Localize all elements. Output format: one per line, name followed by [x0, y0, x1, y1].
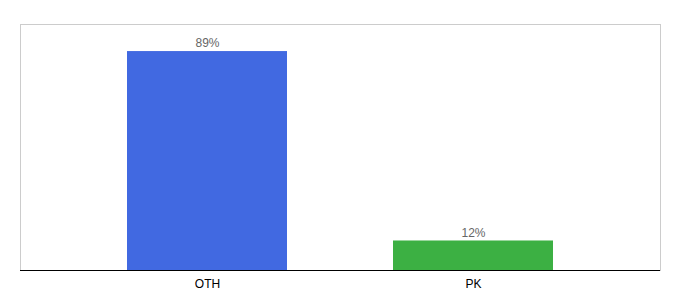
svg-text:PK: PK: [465, 277, 481, 291]
svg-text:12%: 12%: [461, 226, 485, 240]
svg-text:89%: 89%: [195, 36, 219, 50]
svg-text:OTH: OTH: [195, 277, 220, 291]
